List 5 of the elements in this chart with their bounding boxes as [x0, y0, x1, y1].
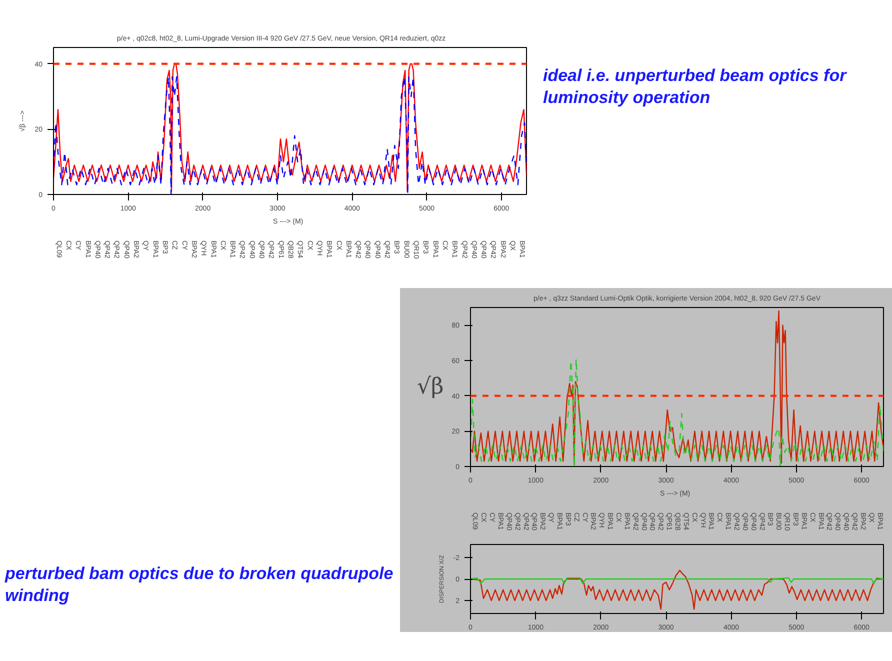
line-series — [470, 310, 884, 466]
line-series — [470, 570, 884, 610]
y-axis-title: √β — [416, 374, 444, 400]
text: perturbed bam optics due to broken quadrupole winding — [5, 563, 394, 608]
text: ideal i.e. unperturbed beam optics for luminosity operation — [543, 65, 848, 110]
